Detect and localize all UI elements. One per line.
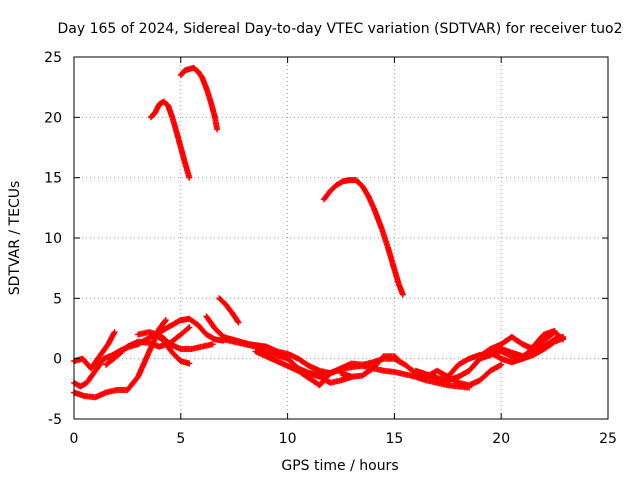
series-markers [320, 177, 406, 298]
x-tick-label: 10 [279, 431, 297, 447]
y-tick-label: 25 [44, 50, 62, 66]
series-markers [338, 353, 404, 380]
y-tick-label: 10 [44, 231, 62, 247]
y-tick-label: -5 [48, 412, 62, 428]
series-arc-s [487, 327, 558, 366]
series-markers [71, 329, 118, 372]
tick-layer: 0 5 10 15 20 25 -5 0 5 10 15 20 25 [44, 50, 617, 447]
y-tick-label: 20 [44, 110, 62, 126]
y-axis-label: SDTVAR / TECUs [7, 181, 23, 296]
x-axis-label: GPS time / hours [281, 458, 398, 474]
y-tick-label: 0 [53, 352, 62, 368]
series-markers [147, 98, 193, 181]
series-arc-j [203, 313, 334, 377]
y-tick-label: 5 [53, 291, 62, 307]
series-arc-g [103, 324, 193, 368]
data-layer [71, 64, 567, 401]
series-markers [103, 324, 193, 368]
x-tick-label: 5 [176, 431, 185, 447]
series-markers [177, 64, 221, 133]
series-markers [487, 327, 558, 366]
series-arc-f [71, 329, 118, 372]
series-arc-o [338, 353, 404, 380]
series-markers [203, 313, 334, 377]
series-arc-l [220, 336, 355, 386]
series-arc-c [320, 177, 406, 298]
chart-title: Day 165 of 2024, Sidereal Day-to-day VTE… [57, 21, 622, 37]
series-markers [216, 295, 242, 326]
series-markers [220, 336, 355, 386]
y-tick-label: 15 [44, 171, 62, 187]
series-arc-a [147, 98, 193, 181]
x-tick-label: 0 [70, 431, 79, 447]
series-arc-b [177, 64, 221, 133]
x-tick-label: 15 [385, 431, 403, 447]
series-arc-k [216, 295, 242, 326]
x-tick-label: 25 [599, 431, 617, 447]
series-markers [152, 331, 193, 367]
x-tick-label: 20 [492, 431, 510, 447]
series-arc-i [152, 331, 193, 367]
